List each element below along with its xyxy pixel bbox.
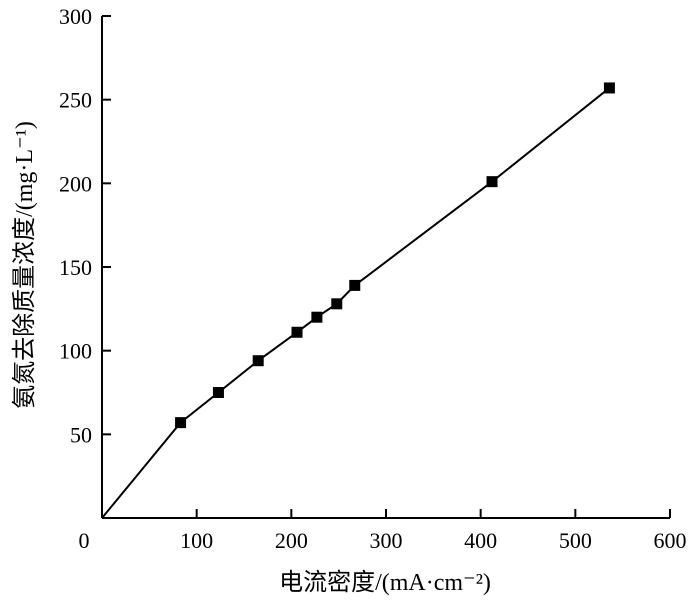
x-tick-label-100: 100 [180,528,213,553]
data-point-7 [349,279,361,291]
data-point-1 [175,417,187,429]
data-point-8 [486,176,498,188]
x-tick-label-300: 300 [370,528,403,553]
y-tick-label-200: 200 [59,171,92,196]
x-tick-label-500: 500 [559,528,592,553]
data-point-5 [311,311,323,323]
y-tick-label-150: 150 [59,255,92,280]
y-tick-label-50: 50 [70,422,92,447]
y-tick-label-300: 300 [59,4,92,29]
data-point-2 [212,387,224,398]
data-point-3 [252,355,264,367]
x-axis-title: 电流密度/(mA·cm⁻²) [279,569,491,596]
x-tick-label-0: 0 [79,528,90,553]
y-tick-label-250: 250 [59,88,92,113]
x-tick-label-400: 400 [464,528,497,553]
series-line-0 [101,87,611,519]
data-point-9 [603,82,615,94]
y-axis-title: 氨氮去除质量浓度/(mg·L⁻¹) [11,121,38,409]
x-tick-label-200: 200 [275,528,308,553]
data-point-6 [331,298,343,310]
data-point-4 [291,326,303,338]
x-tick-label-600: 600 [654,528,687,553]
plot-area: 0 100 200 300 400 500 600 50 100 150 200 250 300 [59,4,687,553]
y-tick-label-100: 100 [59,339,92,364]
